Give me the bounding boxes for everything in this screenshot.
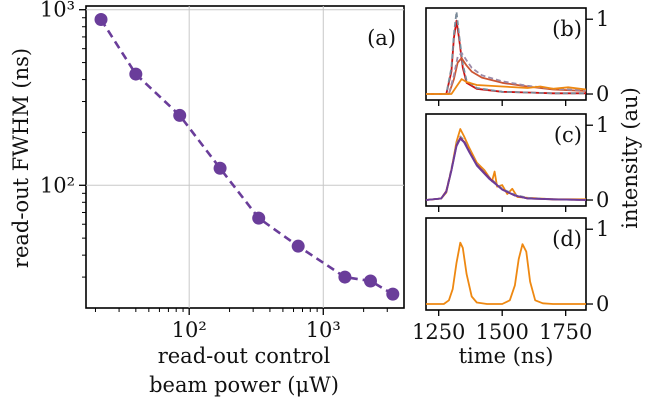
y-tick-label: 10²: [40, 173, 75, 197]
data-point: [213, 161, 227, 175]
panel-d-ticks: 0 1 1250 1500 1750: [412, 217, 609, 344]
y-tick-label: 1: [596, 217, 609, 241]
trace-line: [425, 137, 587, 201]
panel-b-label: (b): [552, 17, 582, 41]
panel-c-series: [425, 128, 587, 201]
x-tick-label: 10³: [306, 318, 341, 342]
x-tick-label: 1500: [475, 320, 528, 344]
y-tick-label: 0: [596, 292, 609, 316]
panel-b-ticks: 01: [438, 7, 609, 106]
panel-a: 10² 10³ 10² 10³ (a) read-out control beam p…: [9, 0, 405, 397]
series-line: [99, 18, 394, 296]
trace-line: [426, 78, 587, 95]
data-point: [94, 12, 108, 26]
panel-d-frame: [425, 217, 587, 311]
panel-d-series: [426, 241, 586, 305]
panel-b-series: [426, 10, 587, 95]
panel-a-label: (a): [367, 26, 396, 50]
panel-c: 01 (c): [425, 113, 609, 212]
y-tick-label: 1: [596, 113, 609, 137]
panel-a-frame: [85, 5, 405, 309]
x-tick-label: 1750: [539, 320, 592, 344]
x-tick-label: 1250: [412, 320, 465, 344]
data-point: [291, 239, 305, 253]
shared-ylabel: intensity (au): [618, 87, 642, 229]
y-tick-label: 10³: [40, 0, 75, 22]
panel-a-xlabel-line1: read-out control: [158, 344, 331, 368]
trace-line: [426, 10, 586, 95]
panel-a-series: [94, 12, 400, 301]
data-point: [252, 211, 266, 225]
panel-a-grid: [86, 6, 404, 308]
y-tick-label: 1: [596, 7, 609, 31]
panel-d-label: (d): [552, 227, 582, 251]
trace-line: [426, 52, 587, 95]
data-point: [173, 108, 187, 122]
panel-a-ylabel: read-out FWHM (ns): [9, 48, 33, 268]
panel-b-frame: [425, 7, 587, 101]
panel-c-frame: [425, 113, 587, 207]
data-point: [386, 287, 400, 301]
y-tick-label: 0: [596, 188, 609, 212]
panel-c-label: (c): [554, 123, 582, 147]
trace-line: [426, 241, 586, 305]
panel-b: 01 (b): [425, 7, 609, 106]
panel-d-xlabel: time (ns): [459, 344, 554, 368]
data-point: [363, 274, 377, 288]
data-point: [129, 67, 143, 81]
panel-a-ticks: 10² 10³ 10² 10³: [40, 0, 388, 342]
x-tick-label: 10²: [172, 318, 207, 342]
data-point: [338, 270, 352, 284]
y-tick-label: 0: [596, 82, 609, 106]
panel-c-ticks: 01: [438, 113, 609, 212]
panel-a-xlabel-line2: beam power (μW): [149, 373, 339, 397]
